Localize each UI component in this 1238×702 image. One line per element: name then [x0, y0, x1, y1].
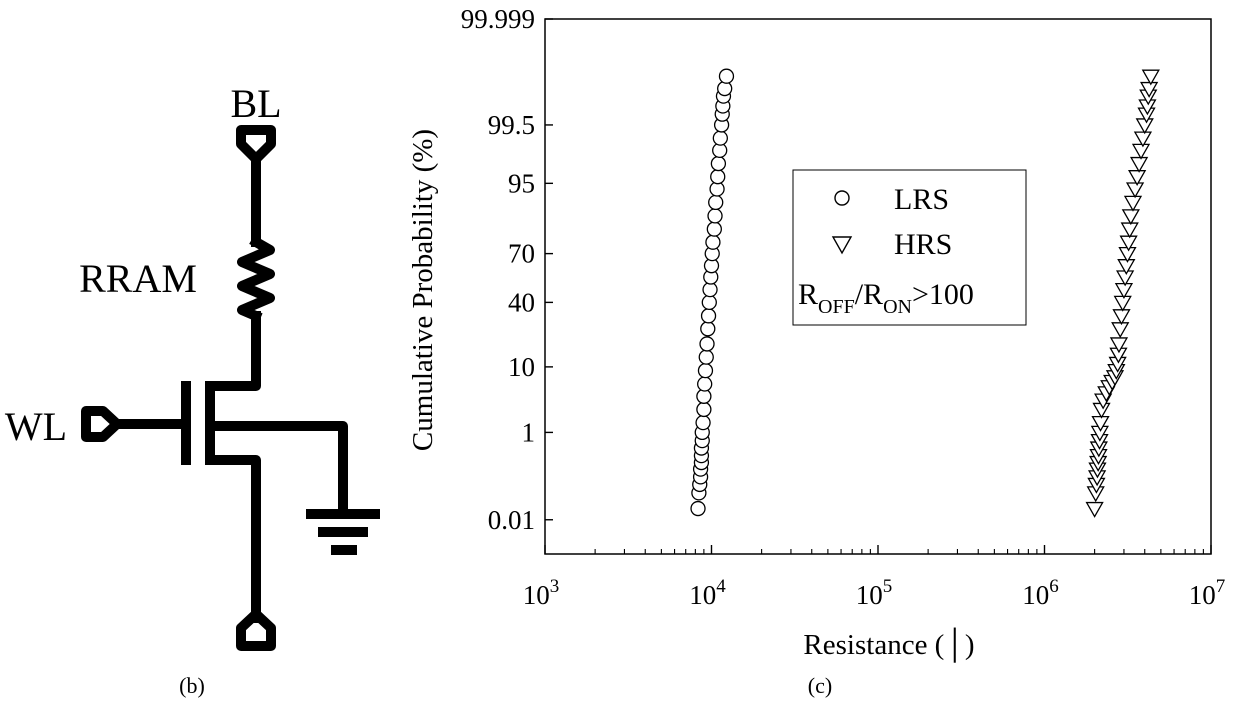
y-tick-label: 99.5 [488, 110, 535, 140]
bl-label: BL [230, 81, 281, 126]
data-point-hrs [1113, 295, 1132, 312]
data-point-lrs [690, 500, 706, 517]
data-point-hrs [1116, 270, 1135, 287]
drain-wire [205, 311, 261, 391]
data-point-hrs [1085, 501, 1104, 518]
legend: LRS HRS ROFF/RON>100 [792, 169, 1027, 326]
x-tick-label: 105 [856, 576, 893, 610]
data-point-lrs [696, 401, 712, 418]
data-point-hrs [1125, 182, 1145, 199]
x-tick-label: 104 [689, 576, 726, 610]
data-point-hrs [1114, 282, 1134, 299]
y-tick-label: 0.01 [488, 505, 535, 535]
data-point-lrs [701, 294, 717, 311]
data-point-lrs [700, 321, 716, 337]
data-point-lrs [702, 281, 718, 298]
caption-b: (b) [179, 673, 205, 698]
legend-marker-lrs [834, 190, 850, 206]
series-hrs [1085, 69, 1160, 518]
series-lrs [690, 68, 735, 517]
y-axis-title: Cumulative Probability (%) [407, 129, 439, 451]
data-point-lrs [708, 194, 724, 211]
caption-c: (c) [808, 673, 832, 698]
wl-terminal-icon [81, 406, 122, 442]
data-point-hrs [1123, 195, 1143, 212]
data-point-hrs [1112, 309, 1131, 326]
data-point-lrs [710, 169, 726, 185]
data-point-lrs [712, 130, 728, 146]
series-layer [690, 68, 1160, 518]
source-terminal-icon [236, 609, 276, 651]
rram-resistor-icon [237, 235, 275, 323]
legend-marker-hrs [831, 236, 853, 255]
y-tick-label: 99.999 [461, 4, 535, 34]
body-wire [205, 421, 348, 517]
data-point-lrs [697, 376, 713, 392]
data-point-lrs [699, 336, 715, 352]
ground-icon [306, 509, 380, 555]
data-point-hrs [1131, 143, 1151, 160]
data-point-lrs [705, 234, 721, 250]
data-point-lrs [706, 221, 722, 237]
y-tick-label: 40 [508, 287, 535, 317]
data-point-lrs [697, 362, 714, 379]
legend-box [792, 169, 1027, 326]
data-point-hrs [1109, 337, 1129, 354]
data-point-lrs [698, 349, 714, 365]
legend-label-lrs: LRS [894, 183, 949, 216]
legend-ratio-annotation: ROFF/RON>100 [798, 278, 974, 318]
data-point-lrs [717, 80, 733, 97]
y-axis-ticks: 0.01 1 10 40 70 95 99.5 99.999 [461, 4, 553, 535]
data-point-hrs [1120, 222, 1139, 239]
rram-label: RRAM [79, 256, 197, 301]
data-point-hrs [1133, 131, 1153, 148]
plot-frame [544, 18, 1212, 555]
data-point-lrs [710, 155, 727, 172]
data-point-hrs [1141, 69, 1160, 86]
x-tick-label: 106 [1022, 576, 1059, 610]
y-tick-label: 70 [508, 239, 535, 269]
x-tick-label: 103 [523, 576, 560, 610]
data-point-lrs [707, 208, 723, 224]
y-tick-label: 1 [522, 417, 536, 447]
y-tick-label: 95 [508, 168, 535, 198]
data-point-hrs [1129, 156, 1149, 173]
x-axis-ticks: 103 104 105 106 107 [523, 545, 1226, 610]
data-point-lrs [695, 414, 711, 431]
data-point-hrs [1111, 322, 1130, 339]
data-point-lrs [700, 308, 717, 324]
data-point-hrs [1135, 118, 1154, 135]
bl-terminal-icon [236, 125, 276, 164]
source-wire [205, 455, 261, 623]
data-point-lrs [718, 68, 735, 84]
data-point-hrs [1121, 209, 1140, 226]
x-tick-label: 107 [1189, 576, 1226, 610]
y-tick-label: 10 [508, 352, 535, 382]
data-point-hrs [1127, 170, 1147, 187]
circuit-schematic [81, 125, 380, 651]
legend-label-hrs: HRS [894, 228, 952, 261]
x-axis-title: Resistance (│) [803, 627, 974, 663]
wl-label: WL [5, 404, 67, 449]
